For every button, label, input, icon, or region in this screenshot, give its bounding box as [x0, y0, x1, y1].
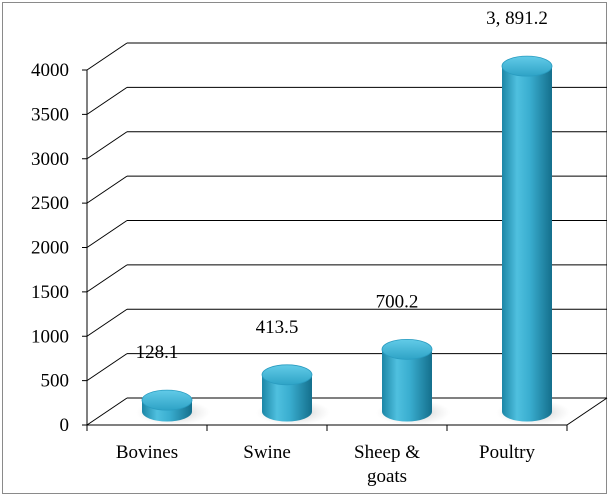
- bar-top: [501, 55, 553, 77]
- bar: [376, 338, 450, 426]
- bar-body: [382, 349, 432, 422]
- y-tick-label: 0: [60, 415, 70, 436]
- bar-top: [141, 389, 193, 411]
- y-tick-label: 4000: [31, 60, 69, 81]
- y-tick-label: 2000: [31, 238, 69, 259]
- y-tick-label: 3500: [31, 104, 69, 125]
- y-tick-label: 500: [41, 371, 70, 392]
- y-tick-label: 1500: [31, 282, 69, 303]
- x-category-label: Sheep & goats: [354, 442, 420, 487]
- x-category-label: Bovines: [116, 442, 178, 463]
- gridline-side: [86, 42, 128, 71]
- data-label: 700.2: [376, 291, 419, 312]
- x-category-label: Poultry: [479, 442, 535, 463]
- gridline-side: [86, 220, 128, 248]
- y-tick-label: 2500: [31, 193, 69, 214]
- gridline-side: [86, 131, 128, 160]
- gridline-side: [86, 175, 128, 204]
- bar: [256, 364, 330, 426]
- bars: [136, 55, 570, 426]
- bar-top: [261, 364, 313, 386]
- y-tick-label: 3000: [31, 149, 69, 170]
- bar-body: [262, 374, 312, 422]
- gridline-side: [86, 264, 128, 293]
- bar-body: [502, 66, 552, 422]
- bar: [496, 55, 570, 426]
- data-label: 413.5: [256, 317, 299, 338]
- data-labels: 128.1 413.5 700.2 3, 891.2: [136, 8, 548, 363]
- x-axis-category-labels: Bovines Swine Sheep & goats Poultry: [116, 442, 536, 487]
- y-axis-tick-labels: 0 500 1000 1500 2000 2500 3000 3500 4000: [31, 60, 69, 436]
- x-category-label: Swine: [243, 442, 291, 463]
- floor-right-edge: [566, 397, 608, 426]
- gridline-side: [86, 353, 128, 382]
- bar-top: [381, 338, 433, 360]
- y-tick-label: 1000: [31, 326, 69, 347]
- bar: [136, 389, 210, 426]
- data-label: 128.1: [136, 342, 179, 363]
- gridline-side: [86, 397, 128, 426]
- gridline-side: [86, 308, 128, 337]
- data-label: 3, 891.2: [486, 8, 548, 29]
- gridline-side: [86, 86, 128, 115]
